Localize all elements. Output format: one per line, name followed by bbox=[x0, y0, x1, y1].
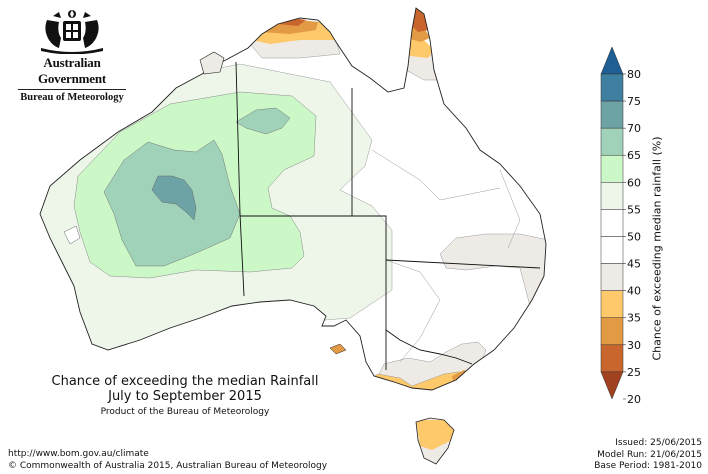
kangaroo-island bbox=[329, 343, 347, 355]
map-period: July to September 2015 bbox=[108, 389, 262, 404]
zone-65-70-north bbox=[235, 107, 291, 135]
colorbar-tick-label-35: 35 bbox=[627, 312, 641, 325]
colorbar-tick-label-25: 25 bbox=[627, 366, 641, 379]
colorbar-band-25-30 bbox=[600, 344, 624, 373]
colorbar-tick-label-40: 40 bbox=[627, 285, 641, 298]
contour-50c bbox=[499, 169, 521, 249]
map-title-block: Chance of exceeding the median Rainfall … bbox=[40, 374, 330, 417]
colorbar-band-30-35 bbox=[600, 317, 624, 346]
colorbar-tick-label-20: 20 bbox=[627, 393, 641, 406]
colorbar-title: Chance of exceeding median rainfall (%) bbox=[650, 136, 664, 361]
issued-date: Issued: 25/06/2015 bbox=[615, 438, 702, 448]
zone-70-75 bbox=[151, 175, 197, 221]
colorbar-band-75-80 bbox=[600, 73, 624, 102]
colorbar-band-70-75 bbox=[600, 100, 624, 129]
map-subtitle: Product of the Bureau of Meteorology bbox=[100, 407, 270, 417]
colorbar-tick-label-70: 70 bbox=[627, 122, 641, 135]
colorbar-band-55-60 bbox=[600, 182, 624, 210]
colorbar-tick-label-60: 60 bbox=[627, 176, 641, 189]
colorbar-band-45-50 bbox=[600, 236, 624, 264]
mainland-outline bbox=[39, 7, 547, 391]
colorbar-band-60-65 bbox=[600, 154, 624, 183]
model-run-date: Model Run: 21/06/2015 bbox=[597, 449, 702, 460]
colorbar-band-35-40 bbox=[600, 290, 624, 318]
colorbar-band-80-85 bbox=[600, 46, 624, 75]
colorbar-band-50-55 bbox=[600, 209, 624, 237]
zone-25-30-north bbox=[278, 18, 306, 26]
issue-info: Issued: 25/06/2015 Model Run: 21/06/2015… bbox=[594, 438, 702, 473]
zone-35-40-cape bbox=[404, 38, 434, 58]
colorbar-tick-label-75: 75 bbox=[627, 95, 641, 108]
government-logo: Australian Government Bureau of Meteorol… bbox=[10, 8, 134, 103]
tasmania-35-40 bbox=[416, 420, 454, 450]
state-borders bbox=[235, 61, 541, 370]
colorbar-tick-label-80: 80 bbox=[627, 68, 641, 81]
coat-of-arms-icon bbox=[41, 10, 103, 54]
base-period: Base Period: 1981-2010 bbox=[594, 461, 702, 471]
colorbar-band-65-70 bbox=[600, 127, 624, 156]
map-title: Chance of exceeding the median Rainfall bbox=[51, 374, 319, 389]
colorbar-band-40-45 bbox=[600, 263, 624, 291]
colorbar-tick-label-45: 45 bbox=[627, 258, 641, 271]
agency-name: Bureau of Meteorology bbox=[18, 89, 126, 103]
colorbar-band-20-25 bbox=[600, 371, 624, 400]
climate-url-link[interactable]: http://www.bom.gov.au/climate bbox=[8, 449, 149, 459]
coastal-island-north bbox=[199, 51, 225, 75]
colorbar-tick-label-65: 65 bbox=[627, 149, 641, 162]
colorbar: 80 75 70 65 60 55 50 45 40 35 30 25 20 bbox=[600, 46, 641, 406]
colorbar-tick-label-55: 55 bbox=[627, 203, 641, 216]
tasmania-outline bbox=[415, 417, 455, 465]
zone-30-35-north bbox=[260, 20, 318, 34]
contour-50 bbox=[371, 149, 501, 201]
government-name: Australian Government bbox=[37, 55, 107, 86]
colorbar-tick-label-30: 30 bbox=[627, 339, 641, 352]
copyright-text: © Commonwealth of Australia 2015, Austra… bbox=[8, 461, 328, 471]
west-coast-patch bbox=[63, 225, 81, 245]
colorbar-tick-label-50: 50 bbox=[627, 230, 641, 243]
contour-50b bbox=[385, 259, 441, 363]
